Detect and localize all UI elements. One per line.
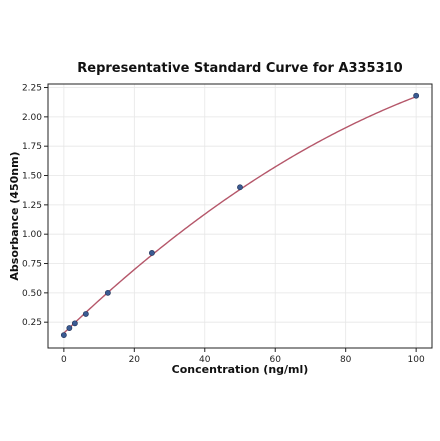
y-tick-label: 1.25 <box>22 201 42 211</box>
data-point <box>237 184 243 191</box>
plot-frame <box>47 83 433 349</box>
x-tick-label: 60 <box>270 355 282 365</box>
x-tick-label: 20 <box>129 355 141 365</box>
data-point <box>60 332 67 338</box>
x-tick-label: 100 <box>408 355 425 365</box>
grid-lines <box>48 84 432 348</box>
y-tick-label: 0.50 <box>22 289 42 299</box>
x-axis-ticks: 0 20 40 60 80 100 <box>61 348 425 365</box>
x-tick-label: 0 <box>61 355 67 365</box>
data-point <box>66 325 73 331</box>
y-tick-label: 1.75 <box>22 142 42 152</box>
y-axis-label: Absorbance (450nm) <box>8 151 21 280</box>
fit-curve-line <box>63 96 417 334</box>
x-axis-label: Concentration (ng/ml) <box>172 363 309 376</box>
data-points-layer <box>60 92 420 338</box>
y-tick-label: 1.00 <box>22 230 42 240</box>
data-point <box>413 92 420 99</box>
y-tick-label: 2.00 <box>22 113 42 123</box>
data-point <box>149 250 155 256</box>
x-tick-label: 80 <box>340 355 352 365</box>
data-point <box>104 289 111 296</box>
data-point <box>71 320 78 327</box>
fit-curve-layer <box>63 96 417 334</box>
y-axis-ticks: 0.25 0.50 0.75 1.00 1.25 1.50 1.75 2.00 2.25 <box>22 84 48 328</box>
y-tick-label: 2.25 <box>22 84 42 94</box>
y-tick-label: 0.75 <box>22 260 42 270</box>
chart-title: Representative Standard Curve for A33531… <box>77 61 402 76</box>
data-point <box>82 311 89 317</box>
y-tick-label: 1.50 <box>22 172 42 182</box>
y-tick-label: 0.25 <box>22 318 42 328</box>
x-tick-label: 40 <box>199 355 211 365</box>
